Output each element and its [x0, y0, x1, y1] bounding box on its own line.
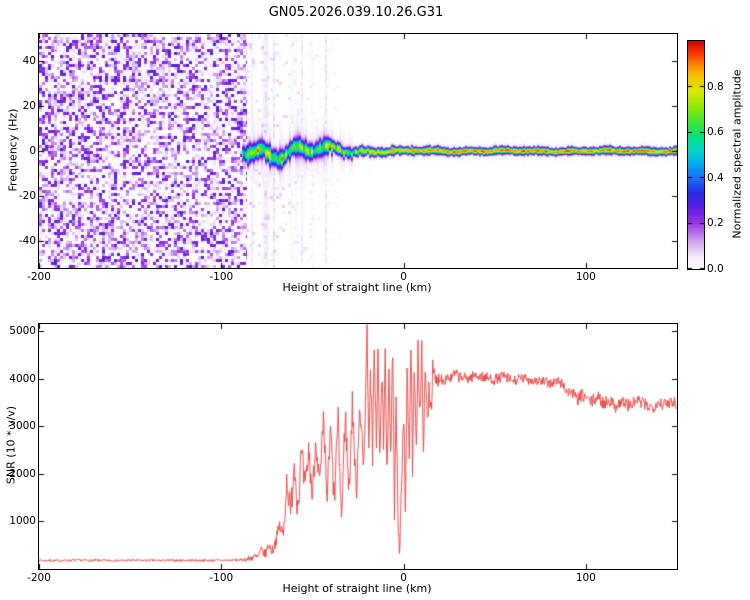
snr-xtick-label: 100: [575, 572, 596, 584]
colorbar-tick-label: 0.0: [707, 263, 724, 275]
snr-ytick-label: 5000: [9, 325, 36, 338]
snr-canvas: [39, 324, 677, 569]
snr-ytick-label: 2000: [9, 467, 36, 480]
snr-plot: [38, 323, 678, 570]
snr-ytick-label: 1000: [9, 515, 36, 528]
colorbar-tick-label: 0.2: [707, 217, 724, 230]
figure-title: GN05.2026.039.10.26.G31: [268, 5, 444, 20]
spectrogram-xtick-label: -200: [27, 271, 51, 283]
spectrogram-ytick-label: 20: [22, 100, 36, 112]
colorbar-label: Normalized spectral amplitude: [730, 69, 744, 239]
snr-ytick-label: 4000: [9, 372, 36, 385]
spectrogram-ytick-label: -40: [18, 235, 36, 247]
spectrogram-ytick-label: -20: [18, 190, 36, 202]
spectrogram-xtick-label: 100: [575, 271, 596, 283]
colorbar: [687, 40, 705, 270]
spectrogram-xtick-label: 0: [400, 271, 407, 283]
spectrogram-xtick-label: -100: [209, 271, 234, 283]
colorbar-tick-label: 0.6: [707, 126, 724, 139]
colorbar-tick-label: 0.8: [707, 80, 724, 93]
spectrogram-xlabel: Height of straight line (km): [282, 281, 432, 294]
spectrogram-canvas: [39, 34, 677, 268]
colorbar-canvas: [688, 41, 704, 269]
spectrogram-ytick-label: 0: [29, 145, 36, 157]
snr-xtick-label: 0: [400, 572, 407, 584]
spectrogram-plot: [38, 33, 678, 269]
spectrogram-ytick-label: 40: [22, 55, 36, 67]
snr-xlabel: Height of straight line (km): [282, 582, 432, 595]
colorbar-tick-label: 0.4: [707, 171, 724, 184]
snr-xtick-label: -200: [27, 572, 51, 584]
snr-ytick-label: 3000: [9, 420, 36, 433]
snr-xtick-label: -100: [209, 572, 234, 584]
